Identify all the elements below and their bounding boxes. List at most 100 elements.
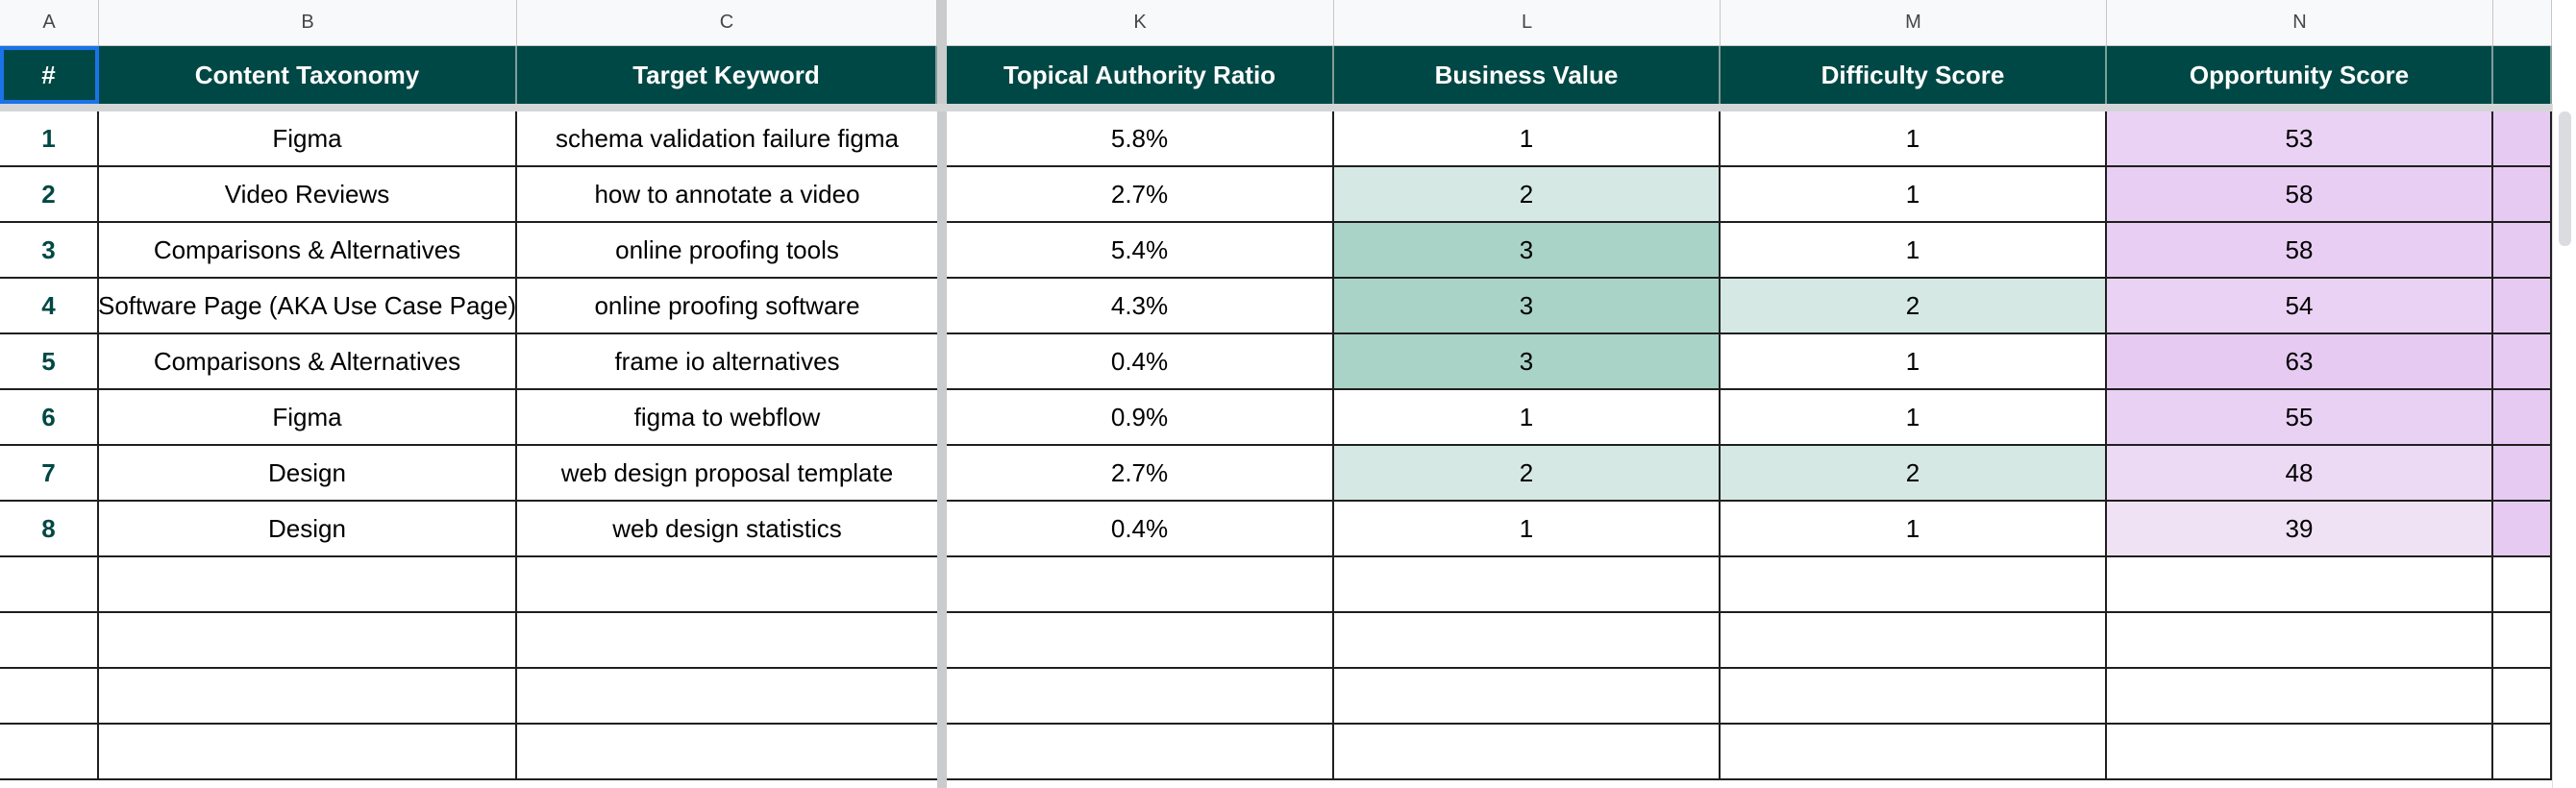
cell-difficulty-score[interactable] (1721, 557, 2107, 613)
cell-extra[interactable] (2493, 613, 2552, 669)
cell-business-value[interactable]: 3 (1334, 223, 1721, 279)
header-row-number[interactable]: # (0, 46, 99, 104)
cell-topical-authority-ratio[interactable]: 5.4% (947, 223, 1334, 279)
cell-difficulty-score[interactable] (1721, 613, 2107, 669)
cell-difficulty-score[interactable] (1721, 669, 2107, 725)
cell-row-number[interactable] (0, 557, 99, 613)
cell-content-taxonomy[interactable]: Design (99, 502, 517, 557)
cell-difficulty-score[interactable]: 1 (1721, 223, 2107, 279)
cell-difficulty-score[interactable]: 1 (1721, 502, 2107, 557)
column-letter-l[interactable]: L (1334, 0, 1721, 46)
cell-topical-authority-ratio[interactable]: 4.3% (947, 279, 1334, 334)
header-target-keyword[interactable]: Target Keyword (517, 46, 937, 104)
column-letter-blank[interactable] (2493, 0, 2552, 46)
cell-opportunity-score[interactable]: 39 (2107, 502, 2493, 557)
cell-business-value[interactable] (1334, 725, 1721, 780)
cell-opportunity-score[interactable]: 53 (2107, 111, 2493, 167)
cell-topical-authority-ratio[interactable]: 2.7% (947, 167, 1334, 223)
cell-extra[interactable] (2493, 167, 2552, 223)
column-letter-a[interactable]: A (0, 0, 99, 46)
cell-content-taxonomy[interactable]: Design (99, 446, 517, 502)
cell-content-taxonomy[interactable]: Video Reviews (99, 167, 517, 223)
cell-opportunity-score[interactable]: 63 (2107, 334, 2493, 390)
cell-target-keyword[interactable] (517, 557, 937, 613)
cell-row-number[interactable]: 6 (0, 390, 99, 446)
cell-target-keyword[interactable] (517, 725, 937, 780)
cell-row-number[interactable]: 7 (0, 446, 99, 502)
cell-target-keyword[interactable] (517, 613, 937, 669)
cell-difficulty-score[interactable]: 1 (1721, 167, 2107, 223)
cell-business-value[interactable]: 2 (1334, 446, 1721, 502)
cell-extra[interactable] (2493, 334, 2552, 390)
cell-business-value[interactable]: 1 (1334, 502, 1721, 557)
cell-row-number[interactable] (0, 613, 99, 669)
cell-business-value[interactable]: 2 (1334, 167, 1721, 223)
cell-extra[interactable] (2493, 557, 2552, 613)
cell-target-keyword[interactable]: web design proposal template (517, 446, 937, 502)
cell-content-taxonomy[interactable]: Software Page (AKA Use Case Page) (99, 279, 517, 334)
cell-opportunity-score[interactable]: 55 (2107, 390, 2493, 446)
cell-difficulty-score[interactable]: 1 (1721, 334, 2107, 390)
cell-row-number[interactable] (0, 725, 99, 780)
cell-content-taxonomy[interactable]: Figma (99, 111, 517, 167)
cell-target-keyword[interactable]: how to annotate a video (517, 167, 937, 223)
frozen-column-divider[interactable] (937, 0, 947, 788)
cell-topical-authority-ratio[interactable] (947, 557, 1334, 613)
cell-opportunity-score[interactable]: 54 (2107, 279, 2493, 334)
cell-business-value[interactable]: 3 (1334, 279, 1721, 334)
vertical-scrollbar[interactable] (2552, 104, 2576, 788)
header-extra[interactable] (2493, 46, 2552, 104)
cell-opportunity-score[interactable]: 58 (2107, 223, 2493, 279)
vertical-scrollbar-thumb[interactable] (2559, 111, 2571, 246)
cell-difficulty-score[interactable]: 1 (1721, 390, 2107, 446)
cell-business-value[interactable]: 1 (1334, 390, 1721, 446)
cell-target-keyword[interactable]: online proofing tools (517, 223, 937, 279)
cell-target-keyword[interactable]: schema validation failure figma (517, 111, 937, 167)
cell-target-keyword[interactable]: online proofing software (517, 279, 937, 334)
cell-opportunity-score[interactable] (2107, 669, 2493, 725)
cell-opportunity-score[interactable]: 48 (2107, 446, 2493, 502)
cell-content-taxonomy[interactable] (99, 613, 517, 669)
cell-difficulty-score[interactable] (1721, 725, 2107, 780)
header-business-value[interactable]: Business Value (1334, 46, 1721, 104)
cell-topical-authority-ratio[interactable] (947, 725, 1334, 780)
cell-row-number[interactable]: 3 (0, 223, 99, 279)
cell-content-taxonomy[interactable] (99, 669, 517, 725)
cell-topical-authority-ratio[interactable] (947, 613, 1334, 669)
cell-extra[interactable] (2493, 223, 2552, 279)
column-letter-b[interactable]: B (99, 0, 517, 46)
cell-opportunity-score[interactable] (2107, 613, 2493, 669)
cell-content-taxonomy[interactable] (99, 557, 517, 613)
cell-difficulty-score[interactable]: 1 (1721, 111, 2107, 167)
cell-row-number[interactable]: 5 (0, 334, 99, 390)
column-letter-k[interactable]: K (947, 0, 1334, 46)
header-opportunity-score[interactable]: Opportunity Score (2107, 46, 2493, 104)
cell-extra[interactable] (2493, 279, 2552, 334)
cell-topical-authority-ratio[interactable]: 0.4% (947, 334, 1334, 390)
cell-business-value[interactable]: 1 (1334, 111, 1721, 167)
cell-row-number[interactable] (0, 669, 99, 725)
cell-row-number[interactable]: 1 (0, 111, 99, 167)
cell-business-value[interactable] (1334, 669, 1721, 725)
cell-target-keyword[interactable]: frame io alternatives (517, 334, 937, 390)
header-content-taxonomy[interactable]: Content Taxonomy (99, 46, 517, 104)
cell-opportunity-score[interactable]: 58 (2107, 167, 2493, 223)
cell-row-number[interactable]: 2 (0, 167, 99, 223)
header-topical-authority-ratio[interactable]: Topical Authority Ratio (947, 46, 1334, 104)
cell-business-value[interactable] (1334, 557, 1721, 613)
column-letter-c[interactable]: C (517, 0, 937, 46)
cell-row-number[interactable]: 4 (0, 279, 99, 334)
cell-extra[interactable] (2493, 725, 2552, 780)
column-letter-m[interactable]: M (1721, 0, 2107, 46)
cell-business-value[interactable]: 3 (1334, 334, 1721, 390)
column-letter-n[interactable]: N (2107, 0, 2493, 46)
cell-topical-authority-ratio[interactable]: 2.7% (947, 446, 1334, 502)
cell-business-value[interactable] (1334, 613, 1721, 669)
cell-opportunity-score[interactable] (2107, 725, 2493, 780)
cell-extra[interactable] (2493, 669, 2552, 725)
cell-content-taxonomy[interactable]: Figma (99, 390, 517, 446)
cell-extra[interactable] (2493, 446, 2552, 502)
cell-topical-authority-ratio[interactable]: 5.8% (947, 111, 1334, 167)
header-difficulty-score[interactable]: Difficulty Score (1721, 46, 2107, 104)
cell-extra[interactable] (2493, 390, 2552, 446)
